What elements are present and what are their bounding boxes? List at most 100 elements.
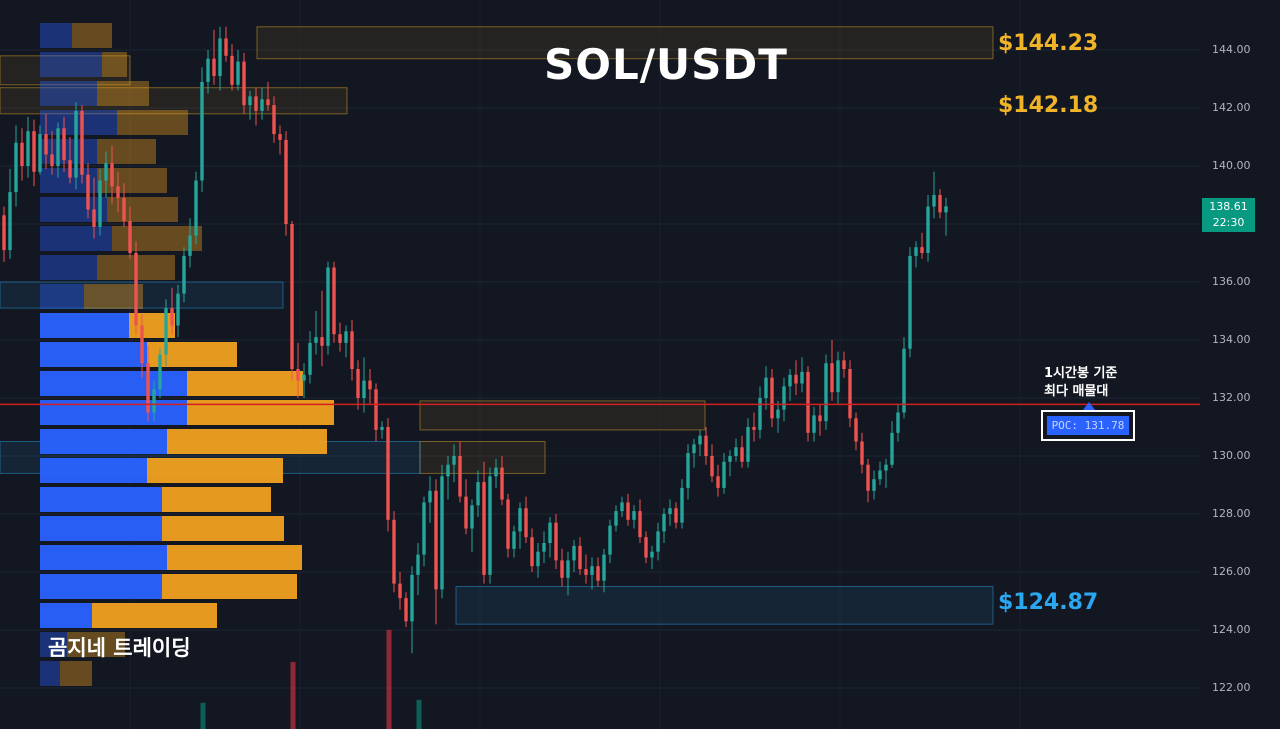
candle [56,122,60,178]
candle-body [440,476,444,590]
candle-body [794,374,798,384]
candle-body [260,99,264,111]
candle [320,290,324,367]
profile-sell-bar [112,226,202,251]
candle-body [608,525,612,555]
poc-label-box[interactable]: POC: 131.78 [1041,410,1135,441]
candle [860,432,864,474]
candle-body [2,215,6,251]
candle-body [710,456,714,477]
candle-body [914,247,918,256]
candle-body [128,221,132,253]
candle-body [224,38,228,56]
candle-body [902,348,906,413]
candle [392,511,396,593]
candle [260,87,264,120]
candle-body [848,369,852,419]
candle [884,458,888,488]
candle-body [122,197,126,222]
candle [866,458,870,503]
price-zone [0,87,348,115]
candle [764,366,768,410]
candle-body [524,508,528,538]
profile-sell-bar [60,661,92,686]
profile-buy-bar [40,139,97,164]
candle-body [206,58,210,82]
last-price-tag[interactable]: 138.61 22:30 [1202,198,1255,232]
candle-body [332,267,336,335]
profile-buy-bar [40,429,167,454]
candle-body [68,160,72,178]
candle [416,543,420,596]
candle [536,543,540,578]
candle [86,163,90,219]
candle [662,508,666,543]
candle-body [938,195,942,213]
candle [596,557,600,587]
candle [242,52,246,114]
candle-body [806,371,810,433]
candle-body [80,110,84,175]
candle [572,540,576,572]
volume-bar [386,629,392,729]
profile-buy-bar [40,516,162,541]
candle-body [176,293,180,326]
candle-body [458,456,462,497]
candle-body [908,255,912,349]
candle [434,479,438,625]
candle-body [896,412,900,433]
y-tick-label: 122.00 [1212,681,1251,694]
candle-body [296,369,300,381]
profile-buy-bar [40,371,187,396]
candle [698,429,702,456]
candle-body [752,427,756,430]
last-price-value: 138.61 [1209,200,1248,213]
candle-body [890,432,894,465]
candle [476,470,480,517]
candle [278,125,282,155]
price-zone [256,26,994,60]
candle-body [518,508,522,532]
candle [428,476,432,523]
candle [908,247,912,358]
candle [776,400,780,433]
candle [26,116,30,178]
candle [98,168,102,236]
profile-sell-bar [92,603,217,628]
profile-buy-bar [40,545,167,570]
poc-label: POC: 131.78 [1047,416,1129,435]
candle-body [62,128,66,161]
candle-body [812,415,816,433]
candle [734,438,738,462]
candle-body [344,331,348,343]
candle [752,412,756,442]
candle-body [20,142,24,166]
y-tick-label: 134.00 [1212,333,1251,346]
candle [848,360,852,427]
candle-body [878,470,882,480]
candle-body [854,418,858,442]
candle-body [770,377,774,419]
candle-body [338,334,342,343]
candle [158,348,162,398]
last-price-time: 22:30 [1212,216,1245,229]
y-tick-label: 128.00 [1212,507,1251,520]
candle [68,137,72,184]
candle [896,403,900,442]
candle [194,171,198,245]
candle-body [842,360,846,369]
price-axis[interactable] [1200,0,1280,729]
candle-body [26,131,30,166]
candle-body [284,139,288,224]
candle-body [782,386,786,410]
profile-buy-bar [40,81,97,106]
candle [236,50,240,91]
candle [542,531,546,564]
candle [422,496,426,567]
candle [200,67,204,193]
candle [470,499,474,552]
candle [608,519,612,564]
candle [602,548,606,593]
candle [140,313,144,378]
